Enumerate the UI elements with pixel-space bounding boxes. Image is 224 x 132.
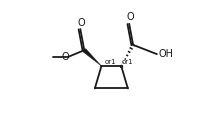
Text: O: O <box>61 52 69 62</box>
Text: OH: OH <box>158 49 173 59</box>
Text: O: O <box>78 18 85 28</box>
Polygon shape <box>83 49 101 66</box>
Text: O: O <box>127 12 134 22</box>
Text: or1: or1 <box>122 59 134 65</box>
Text: or1: or1 <box>105 59 116 65</box>
